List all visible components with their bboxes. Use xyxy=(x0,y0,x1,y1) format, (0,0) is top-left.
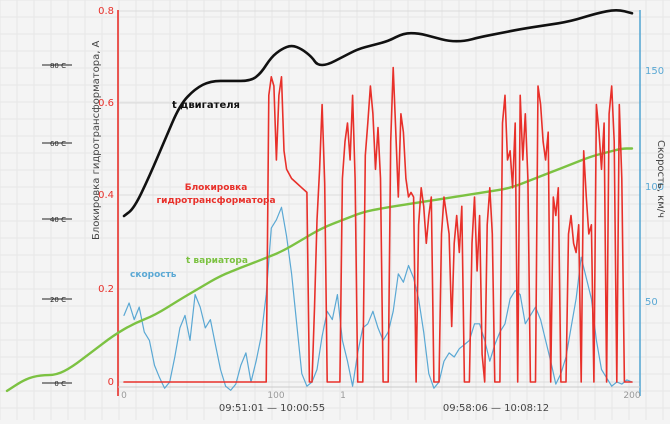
x-axis: 0 100 1 200 09:51:01 — 10:00:55 09:58:06… xyxy=(118,386,641,414)
x-range-label: 09:51:01 — 10:00:55 xyxy=(219,403,325,414)
right-axis-tick-label: 150 xyxy=(645,66,664,77)
left-axis-label: Блокировка гидротрансформатора, А xyxy=(91,40,102,240)
right-axis-label: Скорость, км/ч xyxy=(655,140,666,218)
annotation-speed: скорость xyxy=(130,270,177,280)
x-tick-label: 100 xyxy=(267,391,284,401)
x-range-label: 09:58:06 — 10:08:12 xyxy=(443,403,549,414)
temp-tick-label: 60 C xyxy=(50,140,66,148)
temp-tick-label: 40 C xyxy=(50,216,66,224)
annotation-variator-temp: t вариатора xyxy=(186,256,248,266)
temp-tick-label: 80 C xyxy=(50,62,66,70)
annotation-lockup: Блокировка xyxy=(185,183,248,193)
right-axis-tick-label: 100 xyxy=(645,182,664,193)
left-axis-tick-label: 0.8 xyxy=(98,6,114,17)
left-axis: 0 0.2 0.4 0.6 0.8 Блокировка гидротрансф… xyxy=(91,6,119,396)
temp-tick-label: 20 C xyxy=(50,296,66,304)
series-line-lockup xyxy=(123,66,633,383)
annotation-lockup: гидротрансформатора xyxy=(156,196,275,206)
left-axis-tick-label: 0 xyxy=(108,377,114,388)
right-axis: 50 100 150 Скорость, км/ч xyxy=(639,10,666,396)
annotation-engine-temp: t двигателя xyxy=(172,100,240,111)
x-tick-label: 200 xyxy=(623,391,640,401)
x-tick-label: 0 xyxy=(121,391,127,401)
left-axis-tick-label: 0.6 xyxy=(98,98,114,109)
series-line-speed xyxy=(123,206,633,391)
series-line-variator-temp xyxy=(5,147,634,393)
x-tick-label: 1 xyxy=(340,391,346,401)
left-axis-tick-label: 0.2 xyxy=(98,284,114,295)
right-axis-tick-label: 50 xyxy=(645,297,658,308)
left-axis-tick-label: 0.4 xyxy=(98,190,114,201)
temperature-axis: 0 C 20 C 40 C 60 C 80 C xyxy=(50,62,66,388)
annotations: t двигателя Блокировка гидротрансформато… xyxy=(130,100,276,280)
series-line-engine-temp xyxy=(122,9,634,218)
series-layer xyxy=(5,9,634,393)
temp-tick-label: 0 C xyxy=(54,380,66,388)
